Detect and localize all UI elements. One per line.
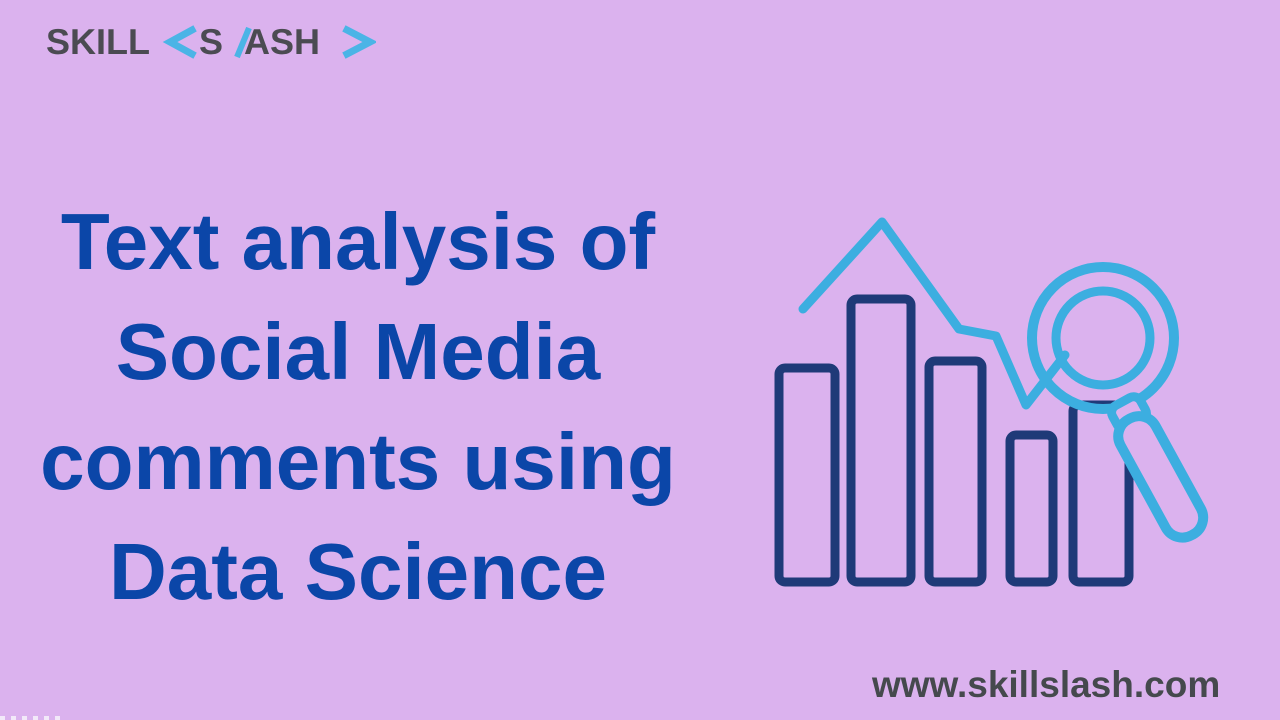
- svg-text:SKILL: SKILL: [46, 21, 150, 62]
- svg-text:S: S: [199, 21, 223, 62]
- svg-text:ASH: ASH: [244, 21, 320, 62]
